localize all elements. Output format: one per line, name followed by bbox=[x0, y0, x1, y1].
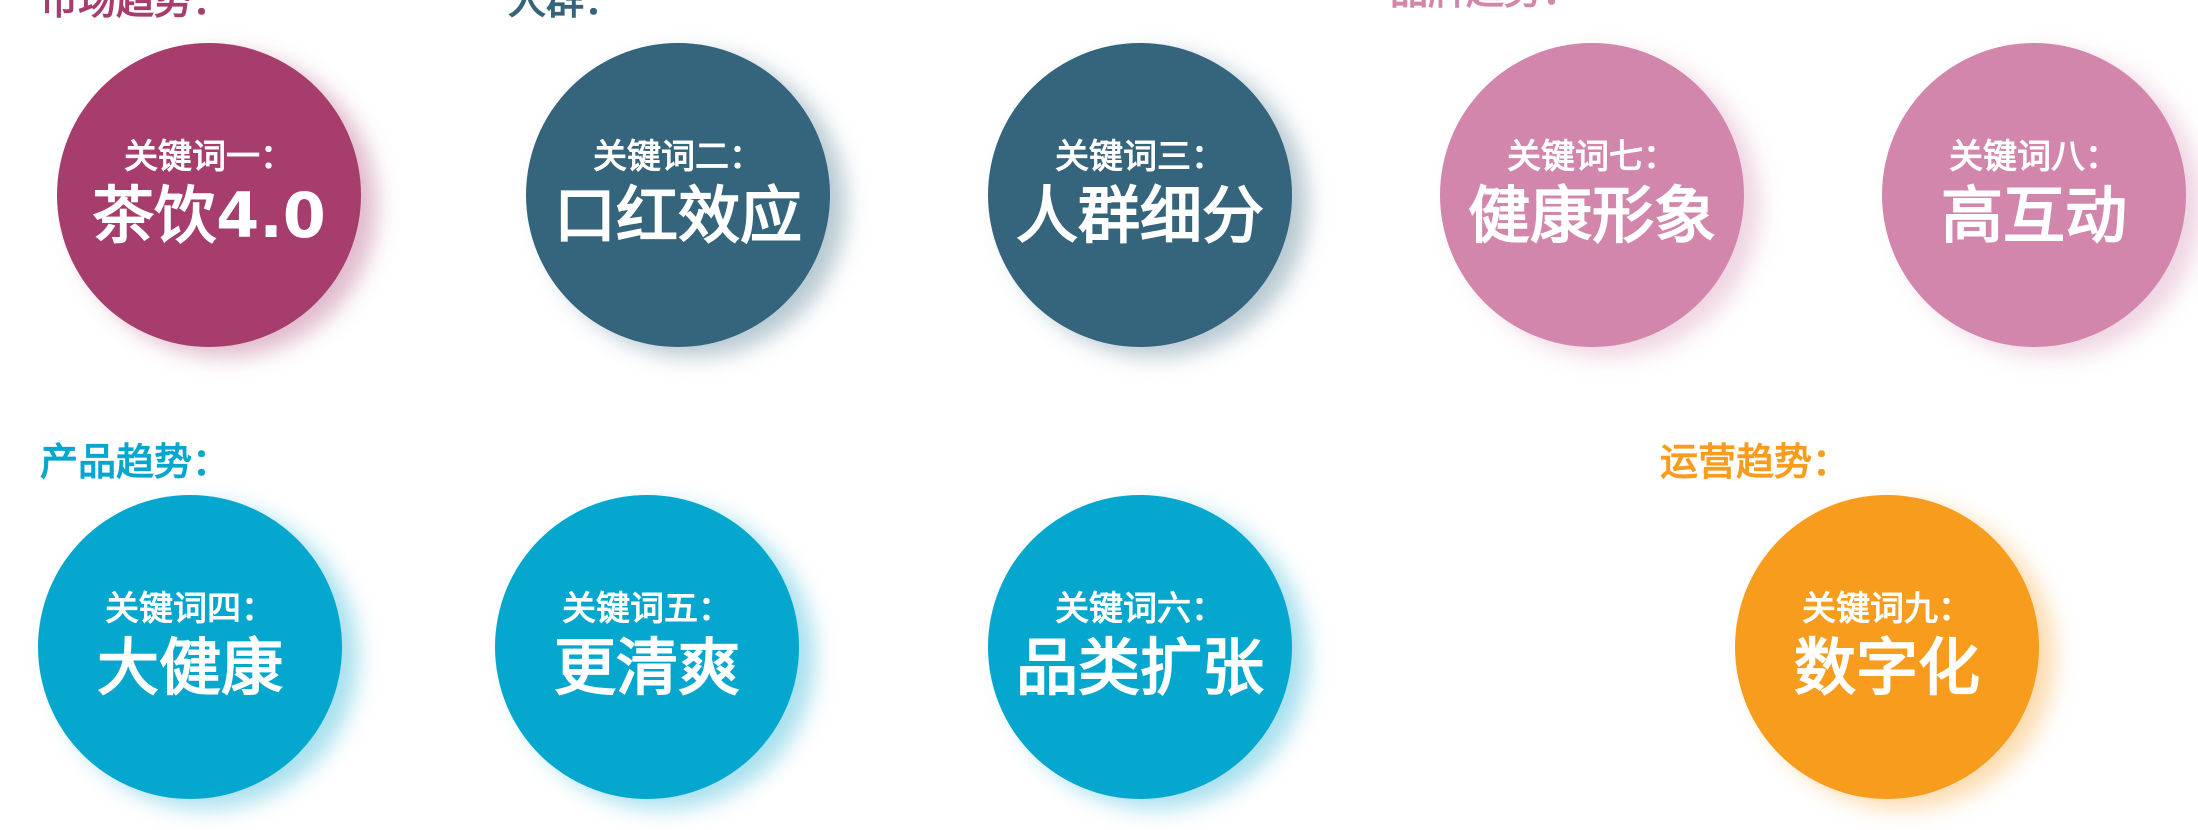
keyword-circle-7: 关键词七： 健康形象 bbox=[1440, 43, 1744, 347]
keyword-term: 口红效应 bbox=[553, 179, 802, 253]
keyword-circle-6: 关键词六： 品类扩张 bbox=[988, 495, 1292, 799]
section-label-market: 市场趋势： bbox=[40, 0, 231, 23]
keyword-circle-1: 关键词一： 茶饮4.0 bbox=[57, 43, 361, 347]
keyword-label: 关键词一： bbox=[124, 136, 294, 177]
keyword-term: 品类扩张 bbox=[1015, 631, 1264, 705]
keyword-label: 关键词四： bbox=[105, 588, 275, 629]
keyword-label: 关键词二： bbox=[593, 136, 763, 177]
keyword-term: 健康形象 bbox=[1467, 179, 1716, 253]
keyword-circle-8: 关键词八： 高互动 bbox=[1882, 43, 2186, 347]
keyword-label: 关键词六： bbox=[1055, 588, 1225, 629]
keyword-label: 关键词八： bbox=[1949, 136, 2119, 177]
keyword-label: 关键词九： bbox=[1802, 588, 1972, 629]
keyword-circle-3: 关键词三： 人群细分 bbox=[988, 43, 1292, 347]
section-label-crowd: 人群： bbox=[508, 0, 623, 23]
keyword-term: 大健康 bbox=[96, 631, 283, 705]
keyword-label: 关键词三： bbox=[1055, 136, 1225, 177]
keyword-circle-9: 关键词九： 数字化 bbox=[1735, 495, 2039, 799]
keyword-label: 关键词七： bbox=[1507, 136, 1677, 177]
keyword-term: 数字化 bbox=[1793, 631, 1980, 705]
keyword-label: 关键词五： bbox=[562, 588, 732, 629]
section-label-product: 产品趋势： bbox=[40, 440, 231, 484]
keyword-term: 高互动 bbox=[1940, 179, 2127, 253]
keyword-term: 人群细分 bbox=[1015, 179, 1264, 253]
section-label-brand: 品牌趋势： bbox=[1390, 0, 1580, 10]
keyword-circle-5: 关键词五： 更清爽 bbox=[495, 495, 799, 799]
keyword-term: 更清爽 bbox=[553, 631, 740, 705]
keyword-term: 茶饮4.0 bbox=[92, 179, 326, 253]
keyword-circle-4: 关键词四： 大健康 bbox=[38, 495, 342, 799]
keyword-circle-2: 关键词二： 口红效应 bbox=[526, 43, 830, 347]
section-label-operation: 运营趋势： bbox=[1660, 440, 1851, 484]
